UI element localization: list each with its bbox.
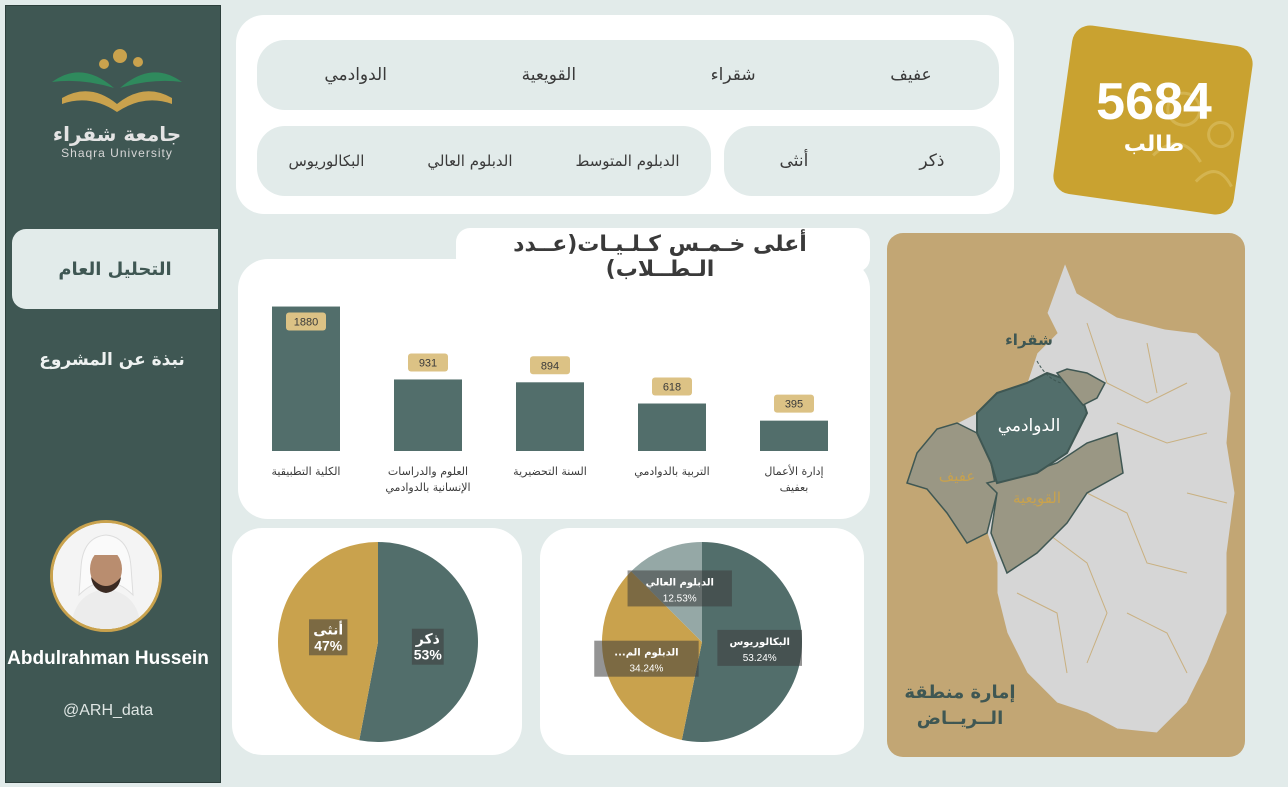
filter-degree-intermediate-diploma[interactable]: الدبلوم المتوسط: [575, 152, 680, 170]
filter-city-afif[interactable]: عفيف: [890, 65, 932, 85]
riyadh-region-map: شقراء الدوادمي عفيف القويعية: [906, 261, 1236, 734]
bar-data-label-1: 931: [419, 357, 437, 369]
pie-gender-label-value-1: 47%: [314, 637, 343, 653]
gender-pie-card: ذكر 53% أنثى 47%: [232, 528, 522, 755]
kpi-content: 5684 طالب: [1074, 72, 1234, 158]
bar-data-label-bg-2: [530, 356, 570, 375]
bar-category-label-2: السنة التحضيرية: [513, 465, 587, 478]
city-filter: عفيف شقراء القويعية الدوادمي: [257, 40, 999, 110]
filter-gender-female[interactable]: أنثى: [779, 151, 809, 171]
riyadh-map-card: شقراء الدوادمي عفيف القويعية: [887, 233, 1245, 757]
pie-degree-label-name-2: الدبلوم العالي: [646, 577, 714, 588]
bar-chart-title: أعلى خـمـس كـلـيـات(عــدد الـطــلاب): [513, 232, 807, 282]
avatar: [50, 520, 162, 632]
filter-city-dawadmi[interactable]: الدوادمي: [324, 65, 387, 85]
map-region-dawadmi: [976, 371, 1089, 485]
bar-category-label-1: الإنسانية بالدوادمي: [385, 481, 470, 494]
map-caption: إمارة منطقة الــريــاض: [900, 680, 1020, 732]
nav-general-analysis[interactable]: التحليل العام: [12, 229, 218, 309]
university-logo: جامعة شقراء Shaqra University: [42, 42, 192, 162]
filter-degree-bachelor[interactable]: البكالوريوس: [288, 152, 365, 170]
gender-filter: ذكر أنثى: [724, 126, 1000, 196]
bar-data-label-2: 894: [541, 360, 559, 372]
pie-gender-label-bg-1: [309, 619, 348, 656]
pie-degree-label-value-2: 12.53%: [663, 593, 697, 604]
filter-city-shaqra[interactable]: شقراء: [710, 65, 756, 85]
bar-category-label-3: التربية بالدوادمي: [634, 465, 709, 478]
map-region-shaqra: [1055, 368, 1107, 406]
bar-category-label-4: إدارة الأعمال: [764, 464, 823, 478]
bar-data-label-bg-4: [774, 394, 814, 413]
pie-degree-label-bg-2: [627, 570, 732, 607]
map-label-dawadmi: الدوادمي: [998, 416, 1061, 436]
bar-category-label-0: الكلية التطبيقية: [271, 465, 340, 478]
degree-filter: الدبلوم المتوسط الدبلوم العالي البكالوري…: [257, 126, 711, 196]
pie-gender-label-name-0: ذكر: [415, 632, 440, 648]
bar-4[interactable]: [760, 420, 828, 451]
map-region-quwayiyah: [985, 432, 1124, 575]
total-students-value: 5684: [1096, 73, 1212, 131]
filter-panel: عفيف شقراء القويعية الدوادمي ذكر أنثى ال…: [236, 15, 1014, 214]
degree-pie-card: البكالوريوس 53.24% الدبلوم الم... 34.24% الد…: [540, 528, 864, 755]
bar-data-label-0: 1880: [294, 317, 318, 329]
pie-degree-label-value-1: 34.24%: [629, 664, 663, 675]
bar-1[interactable]: [394, 379, 462, 451]
filter-gender-male[interactable]: ذكر: [919, 151, 945, 171]
bar-data-label-bg-0: [286, 312, 326, 331]
total-students-label: طالب: [1123, 132, 1185, 157]
bar-data-label-bg-1: [408, 353, 448, 372]
pie-gender-label-name-1: أنثى: [313, 620, 343, 638]
logo-arabic-text: جامعة شقراء: [52, 122, 182, 146]
degree-pie-chart: البكالوريوس 53.24% الدبلوم الم... 34.24% الد…: [594, 542, 803, 742]
bar-category-label-4: بعفيف: [780, 481, 809, 494]
bar-2[interactable]: [516, 382, 584, 451]
bar-title-box: [456, 228, 870, 272]
pie-gender-label-value-0: 53%: [414, 647, 443, 663]
bar-data-label-3: 618: [663, 382, 681, 394]
logo-english-text: Shaqra University: [61, 146, 173, 160]
nav-about-project[interactable]: نبذة عن المشروع: [39, 350, 185, 370]
bar-0[interactable]: [272, 306, 340, 451]
pie-degree-label-bg-0: [717, 629, 803, 666]
bar-data-label-bg-3: [652, 377, 692, 396]
author-name: Abdulrahman Hussein: [7, 648, 209, 669]
bar-category-label-1: العلوم والدراسات: [388, 465, 468, 478]
pie-degree-label-name-0: البكالوريوس: [729, 637, 789, 648]
kpi-card: [1051, 23, 1255, 217]
map-region-afif: [906, 422, 998, 544]
students-icon: [1152, 91, 1235, 188]
map-caption-line1: إمارة منطقة: [904, 682, 1016, 703]
pie-degree-label-value-0: 53.24%: [743, 653, 777, 664]
sidebar: جامعة شقراء Shaqra University: [5, 5, 221, 783]
filter-degree-higher-diploma[interactable]: الدبلوم العالي: [427, 152, 513, 170]
map-label-shaqra: شقراء: [1005, 331, 1053, 349]
author-handle: @ARH_data: [62, 702, 154, 719]
pie-degree-label-name-1: الدبلوم الم...: [614, 648, 678, 659]
person-photo-icon: [53, 523, 159, 629]
filter-city-quwayiyah[interactable]: القويعية: [521, 65, 577, 85]
map-caption-line2: الــريــاض: [916, 708, 1004, 729]
pie-gender-label-bg-0: [411, 628, 444, 665]
pie-degree-label-bg-1: [594, 640, 699, 677]
bar-chart: 1880 الكلية التطبيقية 931 العلوم والدراسات ا…: [271, 306, 828, 494]
map-label-afif: عفيف: [939, 467, 976, 485]
book-leaf-icon: [52, 49, 182, 112]
bar-data-label-4: 395: [785, 399, 803, 411]
bar-3[interactable]: [638, 403, 706, 451]
map-label-quwayiyah: القويعية: [1013, 489, 1061, 507]
